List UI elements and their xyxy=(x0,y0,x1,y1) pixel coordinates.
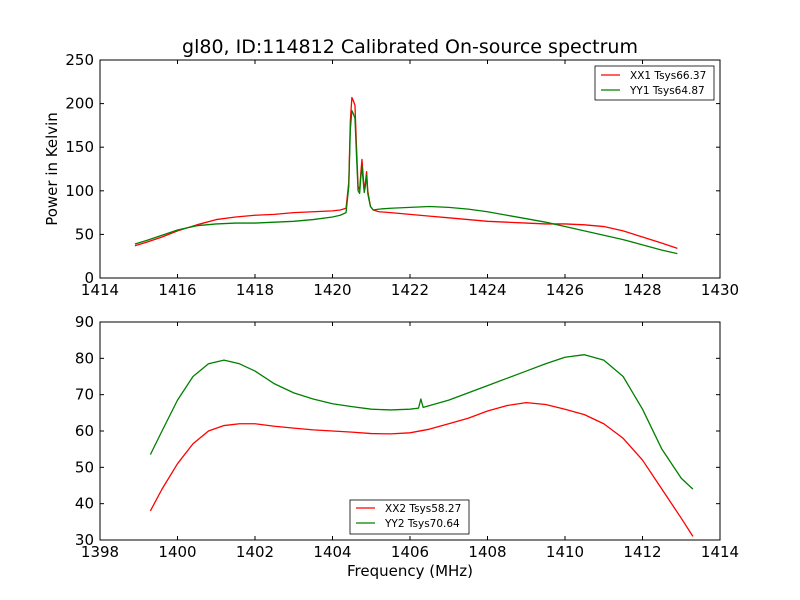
bottom-y-tick-label: 30 xyxy=(75,531,94,549)
bottom-series-group xyxy=(149,354,694,537)
top-y-tick-label: 250 xyxy=(65,51,94,69)
top-x-tick-label: 1418 xyxy=(236,281,274,299)
bottom-ticks-group: 1398 1400 1402 1404 1406 1408 1410 1412 1414 30 40… xyxy=(75,313,739,561)
bottom-y-tick-label: 70 xyxy=(75,386,94,404)
bottom-x-tick-label: 1398 xyxy=(81,543,119,561)
top-ticks-group: 1414 1416 1418 1420 1422 1424 1426 1428 1430 0 50 1… xyxy=(65,51,739,299)
bottom-series-line-2 xyxy=(149,354,694,490)
bottom-x-tick-label: 1406 xyxy=(391,543,429,561)
top-legend-box xyxy=(594,65,715,101)
bottom-y-tick-label: 40 xyxy=(75,495,94,513)
bottom-x-tick-label: 1410 xyxy=(546,543,584,561)
bottom-x-axis-label: Frequency (MHz) xyxy=(347,562,473,580)
bottom-series-line-1 xyxy=(149,402,694,537)
bottom-y-tick-label: 60 xyxy=(75,422,94,440)
top-series-line-2 xyxy=(134,109,678,255)
top-chart-title: gl80, ID:114812 Calibrated On-source spe… xyxy=(182,36,638,58)
top-x-tick-label: 1414 xyxy=(81,281,119,299)
top-x-tick-label: 1422 xyxy=(391,281,429,299)
top-x-tick-label: 1430 xyxy=(701,281,739,299)
bottom-y-tick-label: 50 xyxy=(75,458,94,476)
top-series-line-1 xyxy=(134,96,678,249)
bottom-y-tick-label: 90 xyxy=(75,313,94,331)
top-y-tick-label: 150 xyxy=(65,138,94,156)
top-y-tick-label: 50 xyxy=(75,225,94,243)
top-legend: XX1 Tsys66.37 YY1 Tsys64.87 xyxy=(594,65,715,101)
top-x-tick-label: 1424 xyxy=(468,281,506,299)
top-x-tick-label: 1420 xyxy=(313,281,351,299)
bottom-x-tick-label: 1414 xyxy=(701,543,739,561)
bottom-legend-label-yy2: YY2 Tsys70.64 xyxy=(384,518,460,530)
top-legend-label-xx1: XX1 Tsys66.37 xyxy=(630,70,706,82)
bottom-x-tick-label: 1412 xyxy=(623,543,661,561)
bottom-y-tick-label: 80 xyxy=(75,349,94,367)
top-series-group xyxy=(134,96,678,255)
top-legend-label-yy1: YY1 Tsys64.87 xyxy=(629,85,705,97)
bottom-subplot: 1398 1400 1402 1404 1406 1408 1410 1412 1414 30 40… xyxy=(75,313,739,580)
top-y-axis-label: Power in Kelvin xyxy=(43,112,61,226)
top-y-tick-label: 100 xyxy=(65,182,94,200)
top-subplot: gl80, ID:114812 Calibrated On-source spe… xyxy=(43,36,739,299)
bottom-x-tick-label: 1408 xyxy=(468,543,506,561)
top-y-tick-label: 200 xyxy=(65,95,94,113)
bottom-x-tick-label: 1402 xyxy=(236,543,274,561)
bottom-legend: XX2 Tsys58.27 YY2 Tsys70.64 xyxy=(349,499,470,535)
top-y-tick-label: 0 xyxy=(84,269,94,287)
bottom-legend-label-xx2: XX2 Tsys58.27 xyxy=(385,503,461,515)
top-x-tick-label: 1416 xyxy=(158,281,196,299)
bottom-x-tick-label: 1400 xyxy=(158,543,196,561)
bottom-legend-box xyxy=(349,499,470,535)
top-x-tick-label: 1428 xyxy=(623,281,661,299)
bottom-x-tick-label: 1404 xyxy=(313,543,351,561)
top-x-tick-label: 1426 xyxy=(546,281,584,299)
